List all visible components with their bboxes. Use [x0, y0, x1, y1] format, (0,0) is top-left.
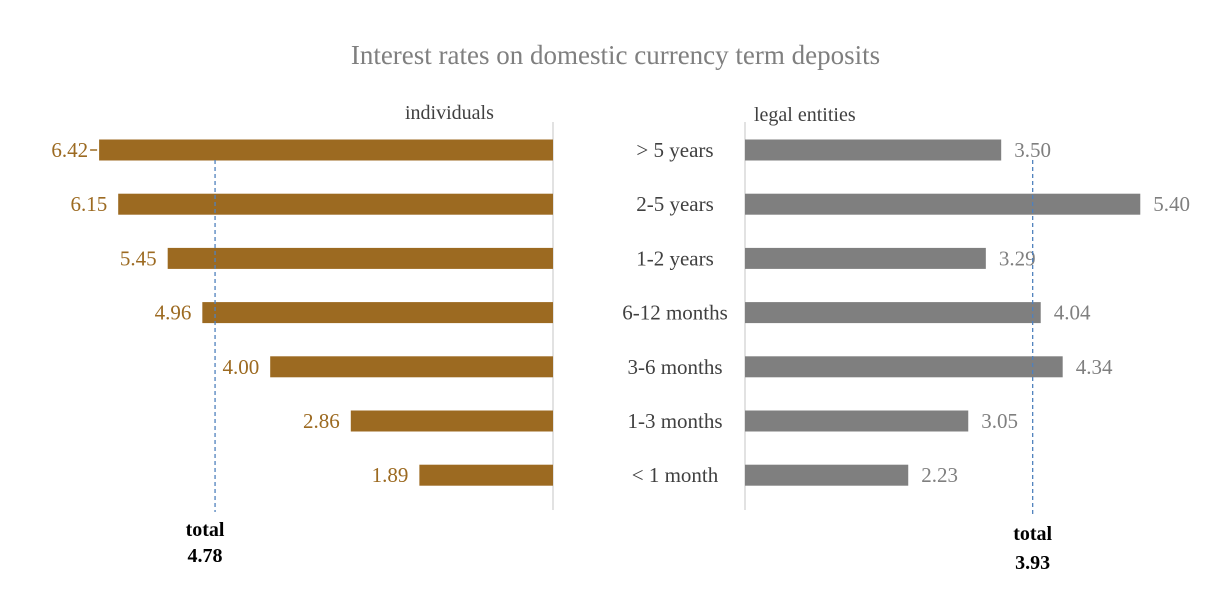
legal-bar-1 [745, 193, 1141, 215]
individuals-value-label-0: 6.42 [51, 138, 88, 162]
legal-value-label-3: 4.04 [1054, 301, 1091, 325]
individuals-bar-4 [270, 356, 553, 378]
individuals-bar-3 [202, 302, 553, 324]
category-label-2: 1-2 years [636, 246, 714, 270]
individuals-total-value: 4.78 [188, 545, 223, 567]
individuals-value-label-2: 5.45 [120, 246, 157, 270]
category-label-4: 3-6 months [627, 355, 722, 379]
legal-bar-0 [745, 139, 1002, 161]
chart-title: Interest rates on domestic currency term… [350, 40, 881, 70]
legal-total-value: 3.93 [1015, 552, 1050, 574]
legal-bar-5 [745, 410, 969, 432]
individuals-bar-2 [167, 247, 553, 269]
legal-entities-label: legal entities [754, 104, 856, 126]
individuals-bar-5 [350, 410, 553, 432]
legal-bar-4 [745, 356, 1063, 378]
category-label-1: 2-5 years [636, 192, 714, 216]
category-label-6: < 1 month [632, 463, 719, 487]
individuals-value-label-4: 4.00 [222, 355, 259, 379]
individuals-label: individuals [405, 102, 494, 124]
individuals-bar-0 [99, 139, 553, 161]
individuals-value-label-1: 6.15 [70, 192, 107, 216]
legal-value-label-2: 3.29 [999, 246, 1036, 270]
individuals-total-label: total [186, 519, 225, 541]
category-label-5: 1-3 months [627, 409, 722, 433]
legal-value-label-6: 2.23 [921, 463, 958, 487]
legal-value-label-1: 5.40 [1153, 192, 1190, 216]
individuals-value-label-6: 1.89 [372, 463, 409, 487]
legal-value-label-5: 3.05 [981, 409, 1018, 433]
individuals-bar-1 [118, 193, 553, 215]
legal-total-label: total [1013, 523, 1052, 545]
legal-bar-3 [745, 302, 1041, 324]
category-label-0: > 5 years [636, 138, 713, 162]
legal-bar-6 [745, 464, 909, 486]
legal-value-label-0: 3.50 [1014, 138, 1051, 162]
legal-value-label-4: 4.34 [1076, 355, 1113, 379]
category-label-3: 6-12 months [622, 301, 728, 325]
individuals-value-label-5: 2.86 [303, 409, 340, 433]
individuals-bar-6 [419, 464, 553, 486]
individuals-value-label-3: 4.96 [155, 301, 192, 325]
legal-bar-2 [745, 247, 986, 269]
